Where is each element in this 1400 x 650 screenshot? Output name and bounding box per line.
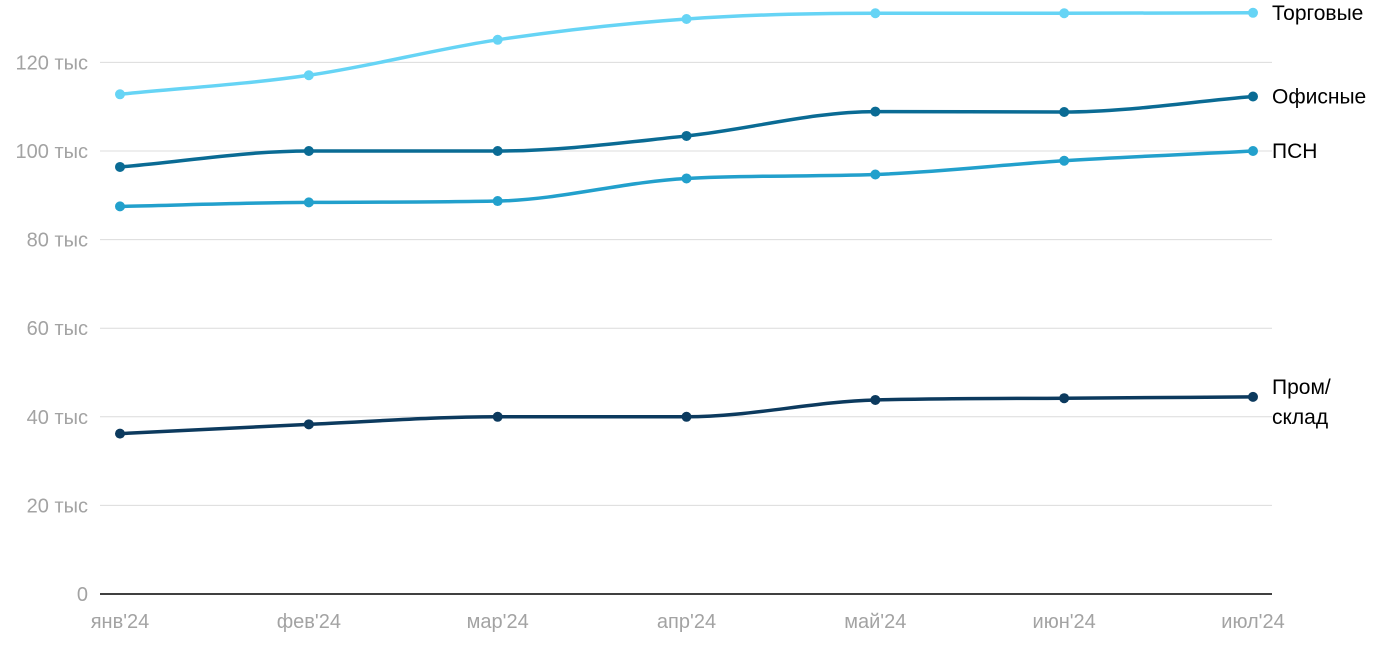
data-point xyxy=(681,411,692,422)
x-tick-label: июл'24 xyxy=(1221,611,1284,633)
y-tick-label: 20 тыс xyxy=(27,495,88,517)
data-point xyxy=(681,130,692,141)
data-point xyxy=(681,13,692,24)
y-tick-label: 120 тыс xyxy=(16,52,88,74)
series-label: Торговые xyxy=(1272,2,1363,25)
series-label: ПСН xyxy=(1272,140,1317,163)
grid-lines xyxy=(100,61,1272,595)
y-tick-label: 80 тыс xyxy=(27,230,88,252)
data-point xyxy=(870,394,881,405)
data-point xyxy=(303,70,314,81)
data-point xyxy=(1059,107,1070,118)
data-point xyxy=(115,201,125,212)
data-point xyxy=(115,161,125,172)
x-tick-label: янв'24 xyxy=(91,611,150,633)
y-tick-label: 100 тыс xyxy=(16,141,88,163)
data-point xyxy=(492,411,503,422)
data-point xyxy=(303,197,314,208)
data-point xyxy=(1248,146,1258,156)
series-label: Пром/ xyxy=(1272,376,1331,399)
x-tick-label: фев'24 xyxy=(277,611,341,633)
series-label: склад xyxy=(1272,406,1328,429)
data-point xyxy=(870,8,881,19)
data-point xyxy=(303,146,314,156)
data-point xyxy=(1248,7,1258,18)
series-lines xyxy=(115,7,1258,439)
x-tick-label: апр'24 xyxy=(657,611,716,633)
y-tick-label: 40 тыс xyxy=(27,407,88,429)
series-labels: Торговые Офисные ПСН Пром/склад xyxy=(1272,2,1366,429)
data-point xyxy=(1248,391,1258,402)
data-point xyxy=(115,89,125,100)
data-point xyxy=(1059,155,1070,166)
data-point xyxy=(1059,8,1070,19)
y-tick-label: 60 тыс xyxy=(27,318,88,340)
x-tick-label: мар'24 xyxy=(467,611,529,633)
data-point xyxy=(1059,393,1070,404)
series-label: Офисные xyxy=(1272,86,1366,109)
data-point xyxy=(492,146,503,156)
y-axis-ticks: 0 20 тыс 40 тыс 60 тыс 80 тыс 100 тыс 120 тыс xyxy=(16,52,88,606)
data-point xyxy=(1248,91,1258,102)
data-point xyxy=(492,196,503,207)
data-point xyxy=(870,169,881,180)
data-point xyxy=(681,173,692,184)
x-tick-label: июн'24 xyxy=(1033,611,1096,633)
data-point xyxy=(115,428,125,439)
data-point xyxy=(492,34,503,45)
x-tick-label: май'24 xyxy=(844,611,906,633)
y-tick-label: 0 xyxy=(77,584,88,606)
data-point xyxy=(870,106,881,117)
data-point xyxy=(303,419,314,430)
series-line xyxy=(118,11,1255,97)
x-axis-ticks: янв'24 фев'24 мар'24 апр'24 май'24 июн'24 июл'… xyxy=(91,611,1285,633)
